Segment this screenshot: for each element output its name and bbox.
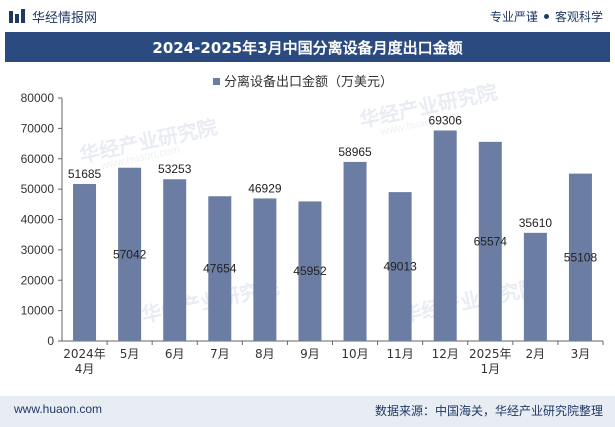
x-tick-label: 6月 bbox=[165, 347, 185, 361]
bar bbox=[163, 179, 187, 341]
tag-separator-dot bbox=[543, 14, 549, 19]
data-label: 47654 bbox=[203, 262, 237, 276]
brand[interactable]: 华经情报网 bbox=[8, 7, 97, 26]
bar bbox=[208, 196, 232, 341]
y-tick-label: 60000 bbox=[21, 152, 55, 166]
x-tick-label: 2024年 4月 bbox=[63, 347, 106, 376]
bar bbox=[343, 161, 367, 341]
brand-logo-icon bbox=[9, 8, 25, 23]
x-tick-label: 12月 bbox=[432, 347, 459, 361]
footer: www.huaon.com 数据来源：中国海关，华经产业研究院整理 bbox=[0, 396, 615, 427]
y-tick-label: 30000 bbox=[21, 243, 55, 257]
data-label: 57042 bbox=[113, 247, 147, 261]
y-tick-label: 80000 bbox=[21, 91, 55, 105]
bar bbox=[298, 201, 322, 341]
bar-chart: 分离设备出口金额（万美元） 0 10000 20000 30000 40000 50000 6… bbox=[21, 74, 604, 376]
x-tick-label: 8月 bbox=[255, 347, 275, 361]
x-tick-label: 9月 bbox=[300, 347, 320, 361]
data-label: 35610 bbox=[519, 216, 553, 230]
data-label: 49013 bbox=[383, 260, 417, 274]
y-tick-label: 40000 bbox=[21, 213, 55, 227]
tag-rigorous: 专业严谨 bbox=[489, 10, 538, 24]
x-tick-label: 2025年 1月 bbox=[469, 347, 512, 376]
bar bbox=[388, 192, 412, 341]
data-label: 58965 bbox=[338, 145, 372, 159]
top-bar: 华经情报网 专业严谨 客观科学 bbox=[0, 0, 615, 32]
footer-url[interactable]: www.huaon.com bbox=[14, 402, 103, 416]
bar bbox=[523, 232, 547, 341]
bar bbox=[73, 184, 97, 341]
bar bbox=[433, 130, 457, 341]
x-tick-label: 3月 bbox=[571, 347, 591, 361]
data-label: 65574 bbox=[474, 234, 508, 248]
data-label: 51685 bbox=[68, 167, 102, 181]
bar bbox=[118, 167, 142, 341]
legend-label: 分离设备出口金额（万美元） bbox=[224, 74, 393, 90]
data-label: 45952 bbox=[293, 264, 327, 278]
y-tick-label: 70000 bbox=[21, 121, 55, 135]
x-tick-label: 7月 bbox=[210, 347, 230, 361]
y-tick-label: 10000 bbox=[21, 304, 55, 318]
x-tick-label: 10月 bbox=[341, 347, 368, 361]
bar bbox=[568, 173, 592, 341]
chart-title: 2024-2025年3月中国分离设备月度出口金额 bbox=[5, 32, 610, 62]
y-tick-label: 20000 bbox=[21, 273, 55, 287]
data-label: 55108 bbox=[564, 250, 598, 264]
bar bbox=[253, 198, 277, 341]
y-tick-label: 0 bbox=[47, 334, 54, 348]
footer-source: 数据来源：中国海关，华经产业研究院整理 bbox=[374, 404, 603, 418]
x-tick-label: 5月 bbox=[120, 347, 140, 361]
bar bbox=[478, 141, 502, 341]
header-tags: 专业严谨 客观科学 bbox=[490, 8, 603, 25]
data-label: 46929 bbox=[248, 181, 282, 195]
x-tick-label: 2月 bbox=[526, 347, 546, 361]
tag-objective: 客观科学 bbox=[554, 10, 603, 24]
data-label: 53253 bbox=[158, 162, 192, 176]
legend-swatch bbox=[213, 78, 220, 85]
data-label: 69306 bbox=[429, 113, 463, 127]
brand-name: 华经情报网 bbox=[32, 11, 98, 26]
x-tick-label: 11月 bbox=[386, 347, 413, 361]
y-tick-label: 50000 bbox=[21, 182, 55, 196]
